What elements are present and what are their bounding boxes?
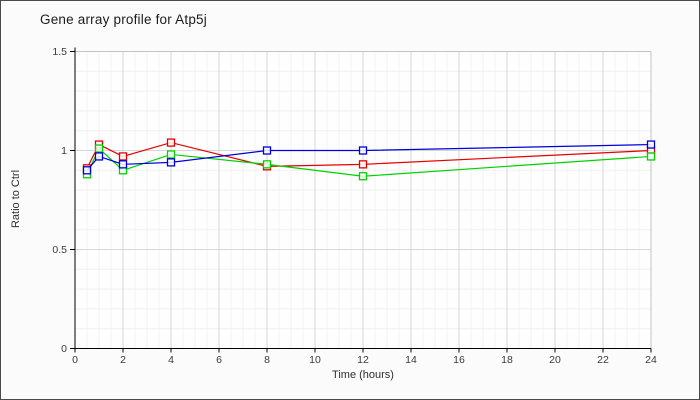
x-tick-label: 20 xyxy=(549,354,561,366)
series-green-marker xyxy=(94,144,104,153)
x-tick-label: 6 xyxy=(216,354,222,366)
series-blue-marker xyxy=(166,158,176,167)
y-tick-label: 0 xyxy=(61,343,67,355)
y-tick-labels: 0 0.5 1 1.5 xyxy=(52,46,67,355)
y-axis-title: Ratio to Ctrl xyxy=(10,170,22,228)
series-red-marker xyxy=(118,152,128,161)
x-tick-label: 18 xyxy=(501,354,513,366)
series-blue-marker xyxy=(82,166,92,175)
series-green-marker xyxy=(646,152,656,161)
series-blue-marker xyxy=(358,146,368,155)
x-axis-title: Time (hours) xyxy=(332,369,394,381)
x-tick-label: 14 xyxy=(405,354,417,366)
chart-title: Gene array profile for Atp5j xyxy=(40,12,207,27)
y-tick-label: 1.5 xyxy=(52,46,67,58)
series-blue-marker xyxy=(646,140,656,149)
series-red-marker xyxy=(166,138,176,147)
series-blue xyxy=(82,140,656,175)
x-tick-label: 4 xyxy=(168,354,174,366)
y-tick-label: 1 xyxy=(61,145,67,157)
x-tick-label: 8 xyxy=(264,354,270,366)
series-red-marker xyxy=(358,160,368,169)
x-tick-label: 0 xyxy=(72,354,78,366)
x-tick-label: 24 xyxy=(645,354,657,366)
series-blue-marker xyxy=(118,160,128,169)
x-tick-label: 16 xyxy=(453,354,465,366)
series-green-marker xyxy=(166,150,176,159)
series-blue-marker xyxy=(94,152,104,161)
data-series xyxy=(82,138,656,181)
x-tick-label: 10 xyxy=(309,354,321,366)
x-tick-label: 2 xyxy=(120,354,126,366)
x-tick-label: 22 xyxy=(597,354,609,366)
axes xyxy=(70,47,652,353)
series-blue-marker xyxy=(262,146,272,155)
plot-frame xyxy=(75,51,652,349)
series-green-marker xyxy=(358,172,368,181)
x-tick-labels: 0 2 4 6 8 10 12 14 16 18 20 22 24 xyxy=(72,354,657,366)
x-tick-label: 12 xyxy=(357,354,369,366)
y-tick-label: 0.5 xyxy=(52,244,67,256)
series-green-marker xyxy=(262,160,272,169)
